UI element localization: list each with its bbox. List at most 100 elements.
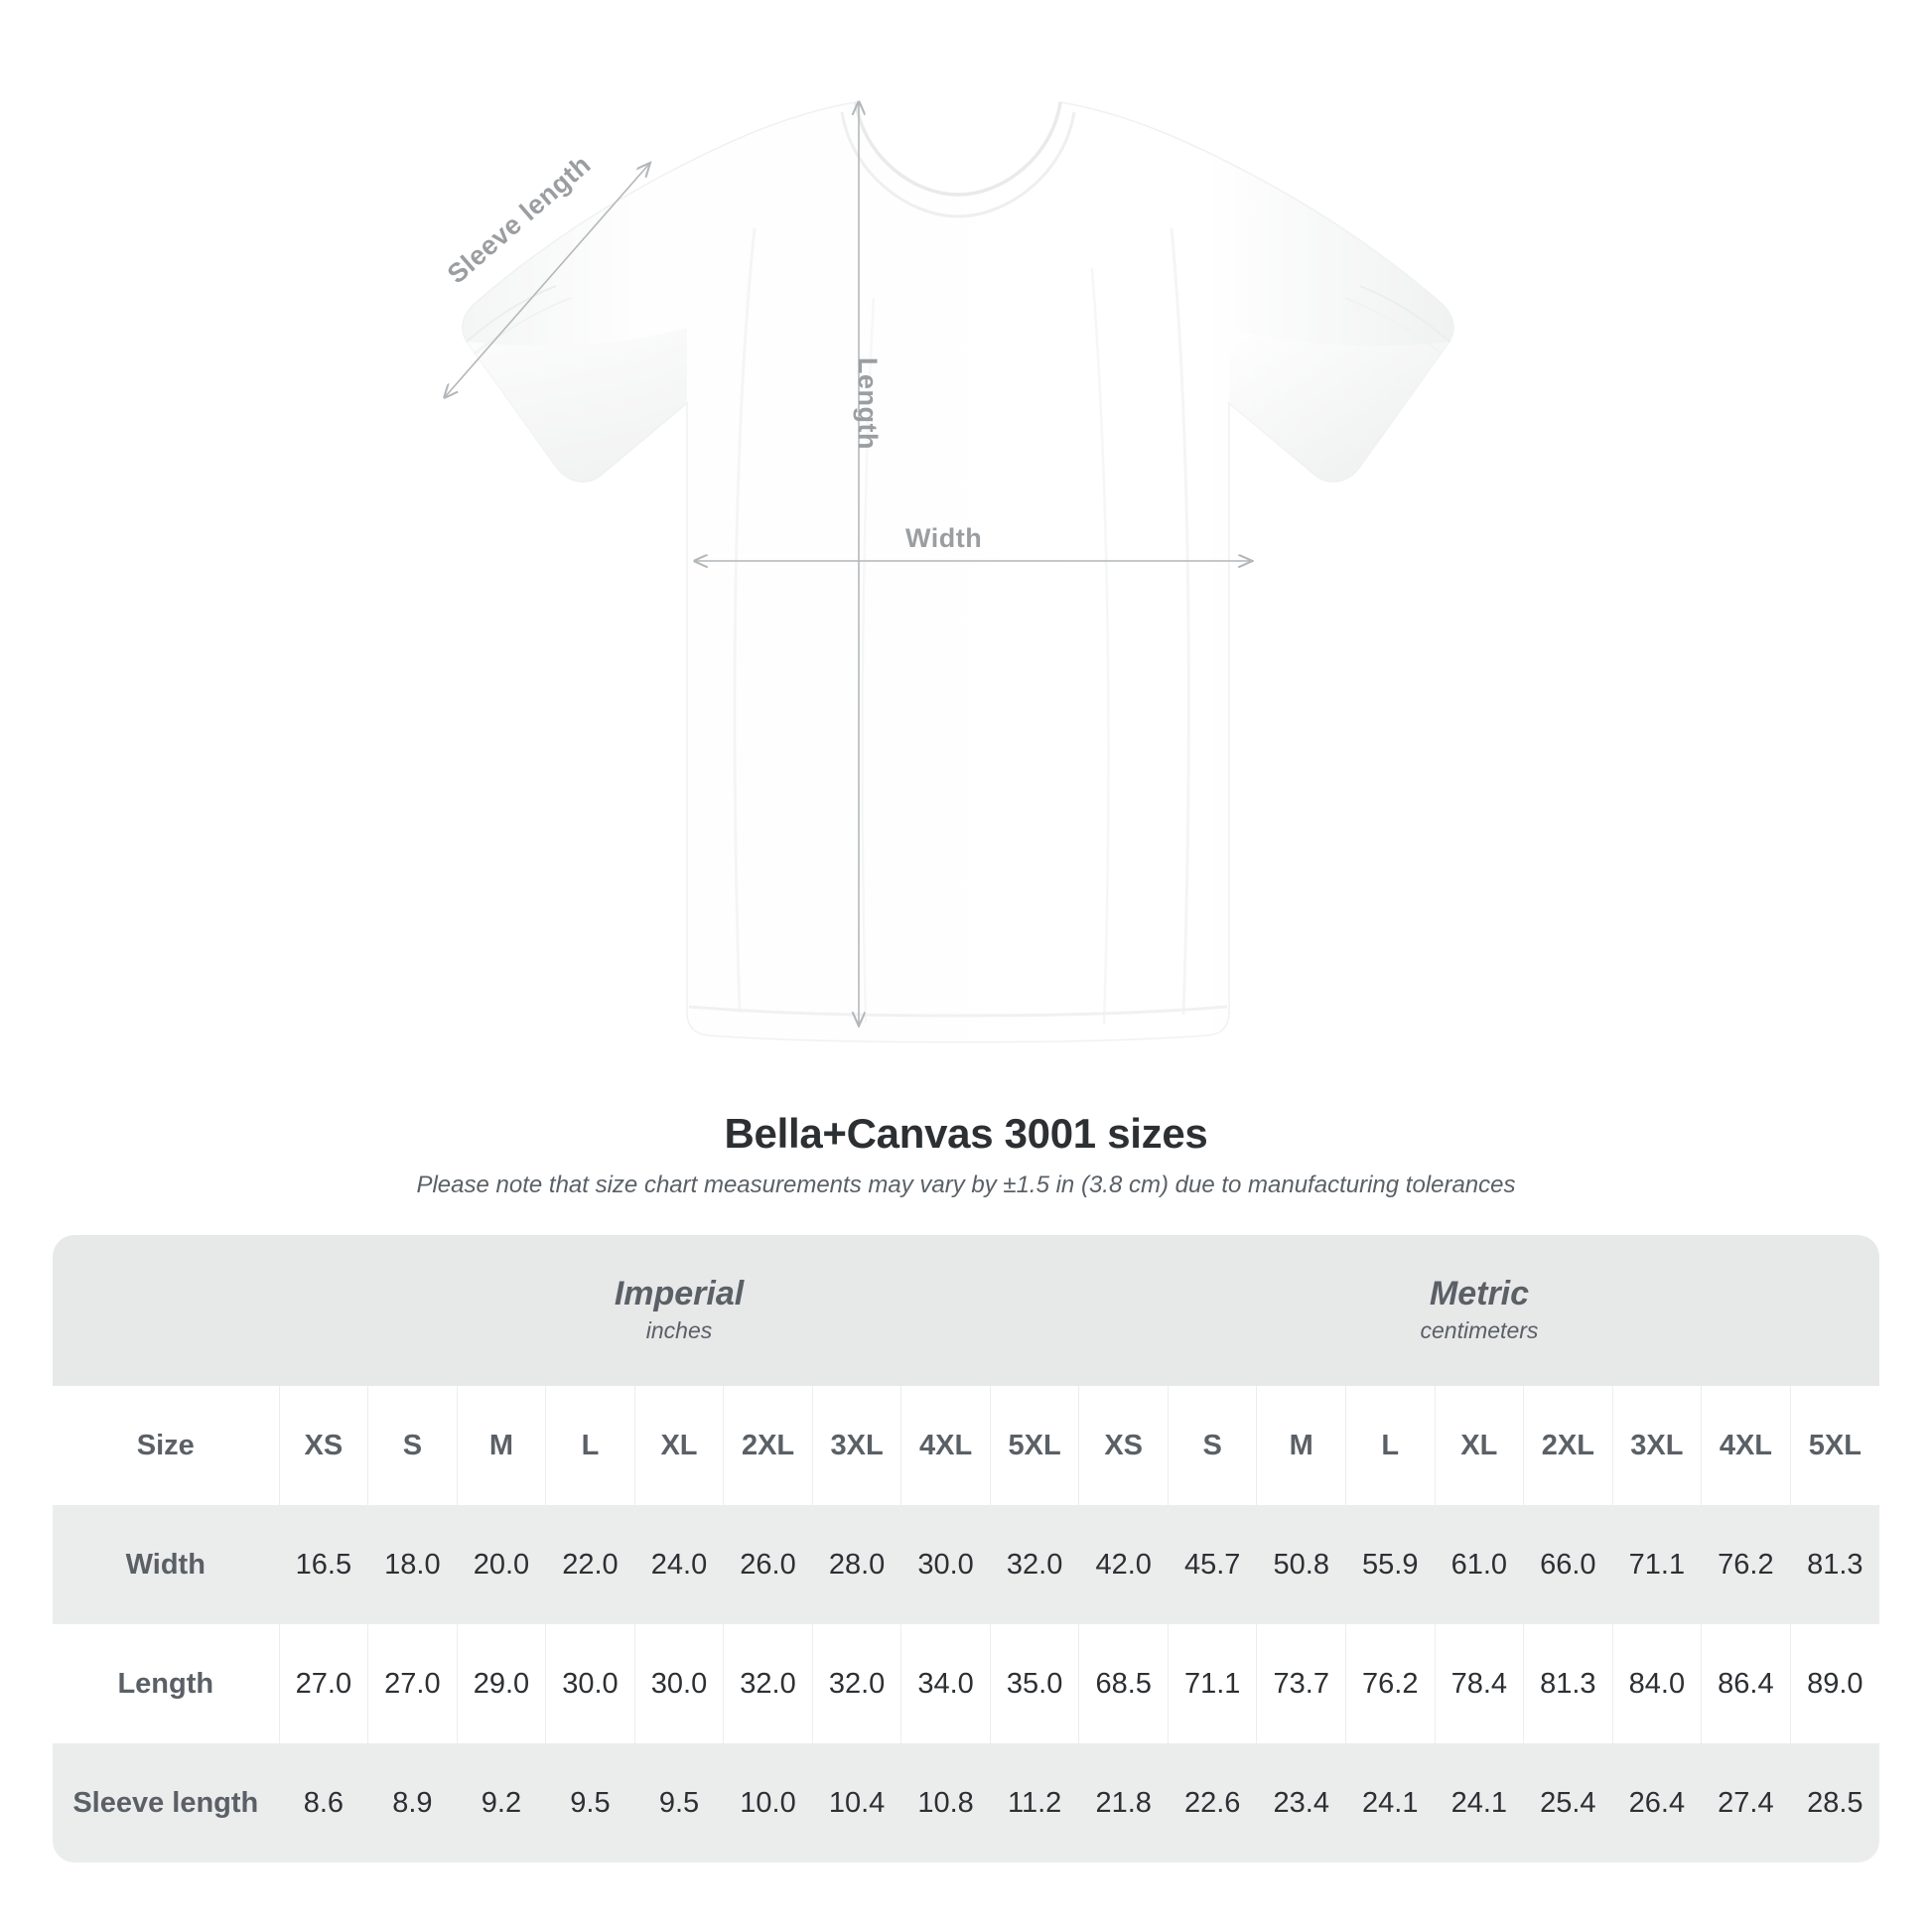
measurement-cell: 81.3 bbox=[1523, 1624, 1613, 1743]
row-label: Length bbox=[53, 1624, 280, 1743]
measurement-cell: 9.5 bbox=[634, 1743, 725, 1863]
measurement-cell: 30.0 bbox=[545, 1624, 635, 1743]
measurement-cell: 27.0 bbox=[279, 1624, 369, 1743]
measurement-cell: 27.0 bbox=[367, 1624, 458, 1743]
unit-group-name: Imperial bbox=[614, 1274, 745, 1312]
measurement-cell: 30.0 bbox=[900, 1505, 991, 1624]
measurement-cell: 50.8 bbox=[1256, 1505, 1347, 1624]
measurement-cell: 24.1 bbox=[1345, 1743, 1436, 1863]
measurement-cell: 22.6 bbox=[1168, 1743, 1258, 1863]
table-corner-cell bbox=[53, 1235, 280, 1386]
measurement-cell: 66.0 bbox=[1523, 1505, 1613, 1624]
size-column-header: XS bbox=[1078, 1386, 1169, 1505]
measurement-cell: 34.0 bbox=[900, 1624, 991, 1743]
size-column-header: 3XL bbox=[812, 1386, 902, 1505]
sleeve-dimension-line bbox=[445, 164, 649, 397]
size-column-header: M bbox=[1256, 1386, 1347, 1505]
tshirt-illustration bbox=[0, 0, 1454, 1043]
measurement-cell: 84.0 bbox=[1612, 1624, 1703, 1743]
page-subtitle: Please note that size chart measurements… bbox=[416, 1172, 1516, 1198]
table-row: Sleeve length 8.6 8.9 9.2 9.5 9.5 10.0 10.4 10.8… bbox=[53, 1743, 1879, 1863]
measurement-cell: 28.0 bbox=[812, 1505, 902, 1624]
measurement-cell: 89.0 bbox=[1790, 1624, 1879, 1743]
measurement-cell: 21.8 bbox=[1078, 1743, 1169, 1863]
measurement-cell: 10.4 bbox=[812, 1743, 902, 1863]
measurement-cell: 9.2 bbox=[457, 1743, 547, 1863]
measurement-cell: 45.7 bbox=[1168, 1505, 1258, 1624]
measurement-cell: 76.2 bbox=[1701, 1505, 1791, 1624]
size-header-row: Size XS S M L XL 2XL 3XL 4XL 5XL XS S M L XL 2XL 3XL 4XL… bbox=[53, 1386, 1879, 1505]
tshirt-diagram: Sleeve length Length Width bbox=[0, 0, 1454, 1043]
unit-group-cell-metric: Metric centimeters bbox=[1078, 1235, 1879, 1386]
measurement-cell: 24.1 bbox=[1435, 1743, 1525, 1863]
unit-group-subtitle: inches bbox=[645, 1316, 713, 1343]
measurement-cell: 81.3 bbox=[1790, 1505, 1879, 1624]
table-row: Width 16.5 18.0 20.0 22.0 24.0 26.0 28.0 30.0 32.… bbox=[53, 1505, 1879, 1624]
measurement-cell: 11.2 bbox=[990, 1743, 1080, 1863]
size-column-header: XS bbox=[279, 1386, 369, 1505]
measurement-cell: 25.4 bbox=[1523, 1743, 1613, 1863]
size-column-header: XL bbox=[634, 1386, 725, 1505]
measurement-cell: 42.0 bbox=[1078, 1505, 1169, 1624]
size-column-header: XL bbox=[1435, 1386, 1525, 1505]
measurement-cell: 24.0 bbox=[634, 1505, 725, 1624]
measurement-cell: 30.0 bbox=[634, 1624, 725, 1743]
size-column-header: 2XL bbox=[1523, 1386, 1613, 1505]
measurement-cell: 78.4 bbox=[1435, 1624, 1525, 1743]
measurement-cell: 71.1 bbox=[1612, 1505, 1703, 1624]
measurement-cell: 32.0 bbox=[723, 1624, 813, 1743]
measurement-cell: 22.0 bbox=[545, 1505, 635, 1624]
table-row: Length 27.0 27.0 29.0 30.0 30.0 32.0 32.0 34.0 35… bbox=[53, 1624, 1879, 1743]
size-chart-table: Imperial inches Metric centimeters Size XS S… bbox=[53, 1235, 1879, 1863]
measurement-cell: 10.8 bbox=[900, 1743, 991, 1863]
measurement-cell: 10.0 bbox=[723, 1743, 813, 1863]
measurement-cell: 9.5 bbox=[545, 1743, 635, 1863]
size-column-header: 4XL bbox=[900, 1386, 991, 1505]
measurement-cell: 18.0 bbox=[367, 1505, 458, 1624]
measurement-cell: 32.0 bbox=[990, 1505, 1080, 1624]
measurement-cell: 61.0 bbox=[1435, 1505, 1525, 1624]
row-label: Width bbox=[53, 1505, 280, 1624]
size-column-header: 3XL bbox=[1612, 1386, 1703, 1505]
measurement-cell: 73.7 bbox=[1256, 1624, 1347, 1743]
measurement-cell: 76.2 bbox=[1345, 1624, 1436, 1743]
page-title: Bella+Canvas 3001 sizes bbox=[724, 1110, 1208, 1157]
size-column-header: 2XL bbox=[723, 1386, 813, 1505]
size-column-header: S bbox=[367, 1386, 458, 1505]
row-label: Sleeve length bbox=[53, 1743, 280, 1863]
size-chart-table-wrapper: Imperial inches Metric centimeters Size XS S… bbox=[53, 1235, 1879, 1863]
measurement-cell: 55.9 bbox=[1345, 1505, 1436, 1624]
measurement-cell: 29.0 bbox=[457, 1624, 547, 1743]
size-column-header: L bbox=[1345, 1386, 1436, 1505]
dimension-lines bbox=[445, 102, 1251, 1025]
unit-group-cell-imperial: Imperial inches bbox=[279, 1235, 1079, 1386]
measurement-cell: 26.0 bbox=[723, 1505, 813, 1624]
measurement-cell: 32.0 bbox=[812, 1624, 902, 1743]
measurement-cell: 8.9 bbox=[367, 1743, 458, 1863]
measurement-cell: 20.0 bbox=[457, 1505, 547, 1624]
measurement-cell: 23.4 bbox=[1256, 1743, 1347, 1863]
size-column-header: M bbox=[457, 1386, 547, 1505]
size-header-label: Size bbox=[53, 1386, 280, 1505]
measurement-cell: 86.4 bbox=[1701, 1624, 1791, 1743]
title-block: Bella+Canvas 3001 sizes Please note that… bbox=[0, 1110, 1932, 1199]
measurement-cell: 68.5 bbox=[1078, 1624, 1169, 1743]
size-column-header: 5XL bbox=[990, 1386, 1080, 1505]
measurement-cell: 26.4 bbox=[1612, 1743, 1703, 1863]
unit-group-subtitle: centimeters bbox=[1420, 1316, 1539, 1343]
size-column-header: L bbox=[545, 1386, 635, 1505]
unit-group-name: Metric bbox=[1429, 1274, 1530, 1312]
size-column-header: 5XL bbox=[1790, 1386, 1879, 1505]
length-label: Length bbox=[853, 357, 883, 450]
size-column-header: 4XL bbox=[1701, 1386, 1791, 1505]
shirt-shape bbox=[462, 101, 1454, 1043]
measurement-cell: 35.0 bbox=[990, 1624, 1080, 1743]
measurement-cell: 28.5 bbox=[1790, 1743, 1879, 1863]
measurement-cell: 8.6 bbox=[279, 1743, 369, 1863]
measurement-cell: 27.4 bbox=[1701, 1743, 1791, 1863]
unit-group-row: Imperial inches Metric centimeters bbox=[53, 1235, 1879, 1386]
size-column-header: S bbox=[1168, 1386, 1258, 1505]
measurement-cell: 16.5 bbox=[279, 1505, 369, 1624]
measurement-cell: 71.1 bbox=[1168, 1624, 1258, 1743]
width-label: Width bbox=[905, 523, 983, 553]
